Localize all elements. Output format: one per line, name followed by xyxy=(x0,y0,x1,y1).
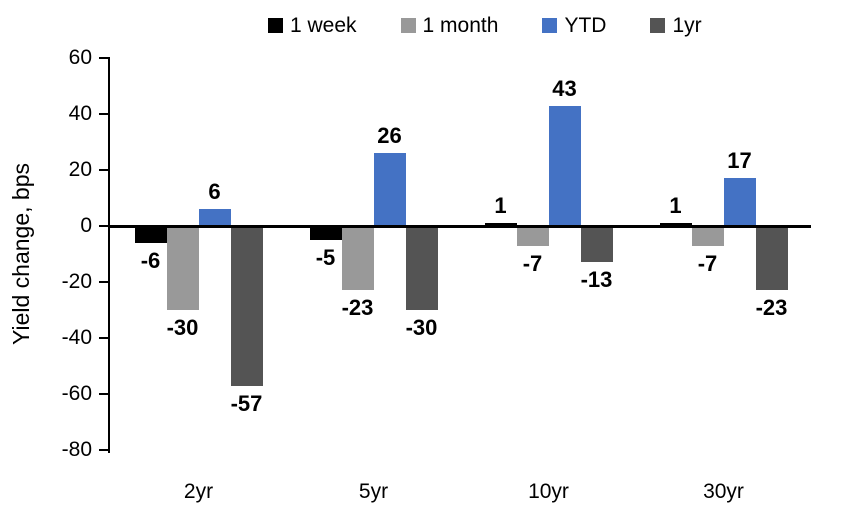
bar-ytd-30yr xyxy=(723,178,756,226)
y-axis-tick xyxy=(99,113,108,115)
y-axis-tick-label: -60 xyxy=(61,382,92,405)
bar-1-month-10yr xyxy=(516,226,549,246)
bar-label-1-month-10yr: -7 xyxy=(522,250,543,276)
bar-label-1-month-30yr: -7 xyxy=(697,250,718,276)
y-axis-tick-label: 60 xyxy=(68,46,92,69)
bar-label-1yr-10yr: -13 xyxy=(580,267,613,293)
bar-1yr-10yr xyxy=(580,226,613,263)
bar-label-1yr-30yr: -23 xyxy=(755,295,788,321)
bar-label-1-month-5yr: -23 xyxy=(341,295,374,321)
y-axis-tick-label: 40 xyxy=(68,102,92,125)
bar-ytd-10yr xyxy=(548,105,581,226)
legend-label-1yr: 1yr xyxy=(672,14,702,37)
legend-label-ytd: YTD xyxy=(564,14,607,37)
y-axis-tick-label: -40 xyxy=(61,326,92,349)
y-axis-tick-label: 0 xyxy=(80,214,92,237)
y-axis-tick xyxy=(99,169,108,171)
bar-1-month-30yr xyxy=(691,226,724,246)
legend-label-1-week: 1 week xyxy=(290,14,357,37)
bar-label-ytd-10yr: 43 xyxy=(552,75,577,101)
bar-label-ytd-2yr: 6 xyxy=(208,179,221,205)
bar-1yr-30yr xyxy=(755,226,788,291)
bar-1-month-5yr xyxy=(341,226,374,291)
bar-label-1-week-10yr: 1 xyxy=(494,193,507,219)
legend-swatch-1-week xyxy=(268,18,283,33)
legend-swatch-ytd xyxy=(542,18,558,33)
legend-item-ytd: YTD xyxy=(542,13,606,38)
legend-item-1yr: 1yr xyxy=(650,13,702,38)
bar-label-1-week-5yr: -5 xyxy=(315,245,336,270)
bar-1yr-2yr xyxy=(230,226,263,386)
chart-legend: 1 week 1 month YTD 1yr xyxy=(268,13,702,38)
bar-label-1yr-2yr: -57 xyxy=(230,390,263,416)
x-axis-label-5yr: 5yr xyxy=(358,480,389,503)
y-axis-tick xyxy=(99,281,108,283)
bar-label-ytd-30yr: 17 xyxy=(727,148,752,174)
bar-label-1-week-30yr: 1 xyxy=(669,193,682,219)
legend-item-1-month: 1 month xyxy=(400,13,499,38)
y-axis-tick-label: -20 xyxy=(61,270,92,293)
bar-1yr-5yr xyxy=(405,226,438,310)
y-axis-tick xyxy=(99,57,108,59)
bar-label-1yr-5yr: -30 xyxy=(405,315,438,340)
bar-1-week-5yr xyxy=(309,226,342,240)
x-axis-label-10yr: 10yr xyxy=(528,480,569,503)
y-axis-tick xyxy=(99,393,108,395)
bar-label-1-week-2yr: -6 xyxy=(140,247,161,273)
x-axis-label-2yr: 2yr xyxy=(183,480,214,503)
bar-1-month-2yr xyxy=(166,226,199,310)
y-axis-tick xyxy=(99,225,108,227)
y-axis-tick-label: 20 xyxy=(68,158,92,181)
legend-item-1-week: 1 week xyxy=(268,13,357,38)
y-axis-tick-label: -80 xyxy=(61,438,92,461)
legend-swatch-1-month xyxy=(400,18,416,33)
x-axis-label-30yr: 30yr xyxy=(703,480,744,503)
x-axis-zero-line xyxy=(108,224,811,228)
bar-label-ytd-5yr: 26 xyxy=(377,123,402,149)
legend-label-1-month: 1 month xyxy=(422,14,499,37)
bar-ytd-5yr xyxy=(373,153,406,226)
legend-swatch-1yr xyxy=(650,18,666,33)
y-axis-tick xyxy=(99,337,108,339)
bar-1-week-2yr xyxy=(134,226,167,243)
y-axis-tick xyxy=(99,449,108,451)
y-axis-line xyxy=(108,57,110,453)
bar-label-1-month-2yr: -30 xyxy=(166,315,199,340)
bar-ytd-2yr xyxy=(198,209,231,226)
